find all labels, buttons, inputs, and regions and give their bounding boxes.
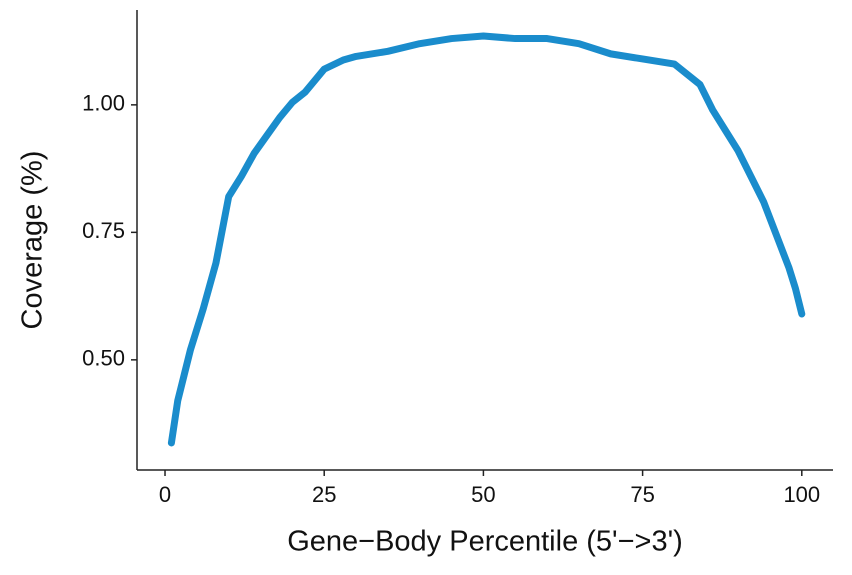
y-axis-label: Coverage (%) <box>17 151 49 330</box>
x-tick-label: 75 <box>630 482 654 507</box>
x-tick-label: 0 <box>159 482 171 507</box>
x-tick-label: 25 <box>312 482 336 507</box>
x-axis-label: Gene−Body Percentile (5'−>3') <box>287 526 683 558</box>
y-tick-label: 0.75 <box>82 218 125 243</box>
line <box>167 32 806 447</box>
y-tick-label: 1.00 <box>82 91 125 116</box>
x-tick-label: 100 <box>783 482 820 507</box>
x-tick-label: 50 <box>471 482 495 507</box>
y-tick-label: 0.50 <box>82 346 125 371</box>
